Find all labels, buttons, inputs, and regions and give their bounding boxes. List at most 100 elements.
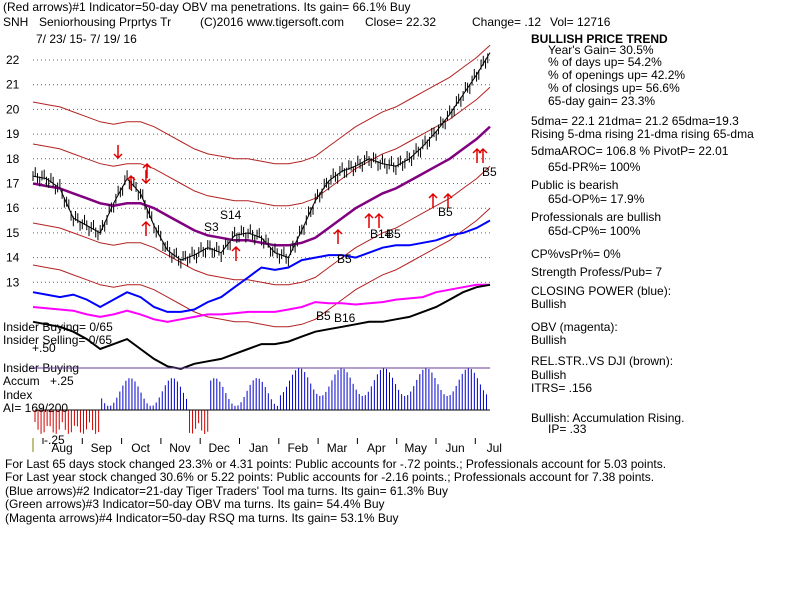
sell-arrow-2	[141, 170, 151, 185]
accum-plus25: +.25	[50, 374, 74, 388]
accum-minus25: -.25	[44, 433, 65, 447]
accumulation-status: Bullish: Accumulation Rising.	[531, 411, 685, 425]
x-tick-sep: Sep	[91, 441, 113, 455]
footer-line-5: (Magenta arrows)#4 Indicator=50-day RSQ …	[5, 511, 399, 525]
itrs-value: ITRS= .156	[531, 381, 593, 395]
accumulation-bars	[34, 368, 490, 434]
accum-label: Accum	[3, 374, 40, 388]
company-name: Seniorhousing Prprtys Tr	[39, 15, 172, 29]
y-tick-13: 13	[6, 275, 20, 289]
strength-ratio: Strength Profess/Pub= 7	[531, 265, 663, 279]
y-tick-14: 14	[6, 251, 20, 265]
buy-arrow-2	[141, 220, 151, 236]
professionals-sentiment: Professionals are bullish	[531, 210, 662, 224]
obv-value: Bullish	[531, 333, 567, 347]
relstr-value: Bullish	[531, 368, 567, 382]
y-axis-labels: 13 14 15 16 17 18 19 20 21 22	[6, 53, 20, 289]
years-gain: Year's Gain= 30.5%	[548, 43, 654, 57]
x-tick-oct: Oct	[131, 441, 150, 455]
annotation-s3: S3	[204, 220, 219, 234]
annotation-b16: B16	[334, 311, 356, 325]
buy-arrow-3	[231, 245, 241, 261]
dma-values: 5dma= 22.1 21dma= 21.2 65dma=19.3	[531, 114, 739, 128]
series-line-1	[32, 125, 491, 247]
series-line-3	[32, 283, 490, 323]
pr-65: 65d-PR%= 100%	[548, 160, 641, 174]
x-tick-jan: Jan	[249, 441, 268, 455]
closing-power-value: Bullish	[531, 297, 567, 311]
x-tick-nov: Nov	[169, 441, 190, 455]
buy-arrow-5	[364, 212, 374, 228]
x-tick-may: May	[404, 441, 427, 455]
buy-arrow-10	[478, 147, 488, 163]
index-label: Index	[3, 388, 33, 402]
closing-power-label: CLOSING POWER (blue):	[531, 284, 672, 298]
accum-plus50: +.50	[32, 341, 56, 355]
x-tick-aug: Aug	[51, 441, 72, 455]
cp-65: 65d-CP%= 100%	[548, 224, 641, 238]
insider-selling: Insider Selling= 0/65	[3, 333, 113, 347]
x-tick-mar: Mar	[327, 441, 348, 455]
annotation-b14: B14	[370, 227, 392, 241]
y-tick-17: 17	[6, 177, 20, 191]
lower-band	[32, 165, 491, 286]
date-range: 7/ 23/ 15- 7/ 19/ 16	[36, 32, 137, 46]
dma-rising: Rising 5-dma rising 21-dma rising 65-dma	[531, 127, 754, 141]
outer-lower-band	[32, 207, 491, 328]
footer-line-2: For Last year stock changed 30.6% or 5.2…	[5, 470, 655, 484]
y-tick-18: 18	[6, 152, 20, 166]
buy-arrow-7	[428, 192, 438, 208]
x-tick-apr: Apr	[367, 441, 386, 455]
x-tick-feb: Feb	[287, 441, 308, 455]
outer-upper-band	[32, 44, 491, 165]
footer-line-1: For Last 65 days stock changed 23.3% or …	[5, 457, 667, 471]
series-lines	[32, 52, 491, 370]
trend-title: BULLISH PRICE TREND	[531, 32, 668, 46]
sell-arrow	[113, 145, 123, 160]
series-line-2	[32, 219, 491, 313]
upper-band	[32, 86, 491, 207]
ticker-symbol: SNH	[3, 15, 29, 29]
obv-label: OBV (magenta):	[531, 320, 618, 334]
buy-arrow-1	[126, 174, 136, 190]
close-price: Close= 22.32	[365, 15, 437, 29]
gain-65: 65-day gain= 23.3%	[548, 94, 656, 108]
signal-markers	[113, 145, 488, 261]
y-tick-16: 16	[6, 201, 20, 215]
ip-value: IP= .33	[548, 422, 587, 436]
buy-arrow-0	[142, 162, 152, 178]
annotation-b5: B5	[482, 165, 497, 179]
annotation-b5: B5	[337, 252, 352, 266]
relstr-label: REL.STR..VS DJI (brown):	[531, 354, 674, 368]
annotation-s14: S14	[220, 208, 242, 222]
price-change: Change= .12	[472, 15, 542, 29]
volume: Vol= 12716	[550, 15, 611, 29]
series-line-4	[32, 283, 491, 370]
aroc-pivot: 5dmaAROC= 106.8 % PivotP= 22.01	[531, 144, 729, 158]
ai-value: AI= 169/200	[3, 401, 69, 415]
annotation-b5: B5	[386, 227, 401, 241]
op-65: 65d-OP%= 17.9%	[548, 192, 645, 206]
openings-up: % of openings up= 42.2%	[548, 68, 686, 82]
buy-arrow-4	[333, 228, 343, 244]
x-tick-jul: Jul	[487, 441, 502, 455]
footer-line-3: (Blue arrows)#2 Indicator=21-day Tiger T…	[5, 484, 448, 498]
price-bands	[32, 44, 491, 328]
x-axis-labels: Aug Sep Oct Nov Dec Jan Feb Mar Apr May Jun Jul	[42, 438, 502, 455]
y-tick-20: 20	[6, 102, 20, 116]
y-tick-22: 22	[6, 53, 20, 67]
buy-arrow-6	[374, 212, 384, 228]
x-tick-jun: Jun	[445, 441, 464, 455]
header-indicator-line: (Red arrows)#1 Indicator=50-day OBV ma p…	[3, 0, 411, 14]
copyright-text: (C)2016 www.tigersoft.com	[200, 15, 345, 29]
buy-arrow-8	[443, 192, 453, 208]
closings-up: % of closings up= 56.6%	[548, 81, 680, 95]
annotation-b5: B5	[438, 205, 453, 219]
cp-vs-pr: CP%vsPr%= 0%	[531, 247, 621, 261]
series-line-0	[32, 52, 491, 261]
buy-arrow-9	[472, 147, 482, 163]
x-tick-dec: Dec	[209, 441, 230, 455]
y-tick-21: 21	[6, 78, 20, 92]
